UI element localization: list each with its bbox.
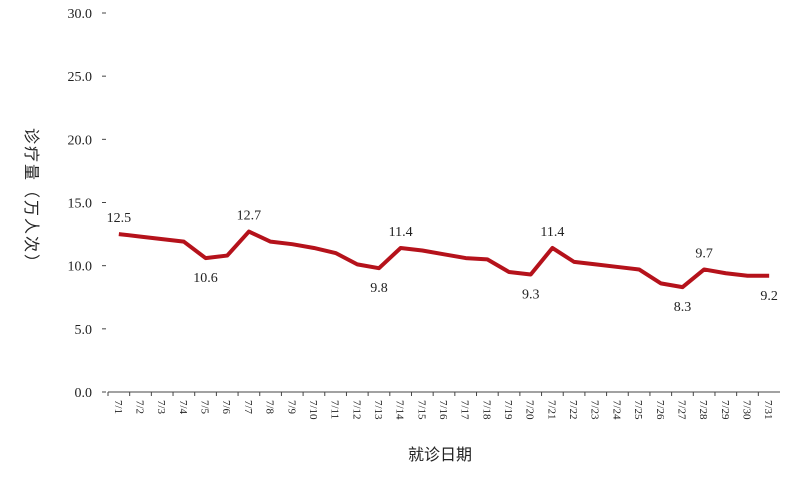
x-tick-label: 7/24 (610, 400, 622, 420)
x-tick-label: 7/31 (762, 400, 774, 420)
x-tick-label: 7/14 (394, 400, 406, 420)
x-tick-label: 7/21 (545, 400, 557, 420)
y-tick-label: 30.0 (68, 7, 93, 22)
data-label: 10.6 (193, 271, 218, 286)
x-tick-label: 7/8 (264, 400, 276, 415)
data-line (118, 229, 770, 290)
x-tick-label: 7/27 (675, 400, 687, 420)
x-tick-label: 7/7 (242, 400, 254, 415)
x-tick-label: 7/9 (285, 400, 297, 415)
x-tick-label: 7/3 (155, 400, 167, 415)
data-label: 9.2 (760, 289, 778, 304)
y-tick-label: 15.0 (68, 197, 93, 212)
x-tick-label: 7/11 (329, 400, 341, 419)
x-tick-label: 7/13 (372, 400, 384, 420)
x-tick-label: 7/1 (112, 400, 124, 414)
x-tick-label: 7/28 (697, 400, 709, 420)
x-tick-label: 7/26 (654, 400, 666, 420)
y-axis-label: 诊疗量（万人次） (22, 128, 40, 272)
x-tick-label: 7/25 (632, 400, 644, 420)
x-tick-label: 7/17 (459, 400, 471, 420)
x-tick-label: 7/10 (307, 400, 319, 420)
x-tick-label: 7/22 (567, 400, 579, 420)
x-tick-label: 7/18 (480, 400, 492, 420)
data-label: 9.3 (522, 288, 540, 303)
x-tick-label: 7/23 (589, 400, 601, 420)
x-tick-label: 7/15 (415, 400, 427, 420)
x-axis-label: 就诊日期 (408, 446, 472, 464)
x-tick-label: 7/4 (177, 400, 189, 415)
y-tick-label: 25.0 (68, 70, 93, 85)
x-tick-label: 7/20 (524, 400, 536, 420)
y-tick-label: 0.0 (75, 386, 93, 401)
x-tick-label: 7/2 (134, 400, 146, 414)
y-tick-label: 10.0 (68, 260, 93, 275)
data-label: 12.5 (107, 211, 132, 226)
data-label: 9.8 (370, 281, 388, 296)
data-label: 12.7 (237, 209, 262, 224)
data-label: 11.4 (389, 225, 413, 240)
y-tick-label: 20.0 (68, 133, 93, 148)
x-tick-label: 7/5 (199, 400, 211, 415)
data-label: 11.4 (540, 225, 564, 240)
x-tick-label: 7/6 (220, 400, 232, 415)
data-label: 9.7 (695, 246, 713, 261)
y-tick-label: 5.0 (75, 323, 93, 338)
x-tick-label: 7/19 (502, 400, 514, 420)
x-tick-label: 7/29 (719, 400, 731, 420)
data-label: 8.3 (674, 300, 692, 315)
x-tick-label: 7/12 (350, 400, 362, 420)
x-tick-label: 7/16 (437, 400, 449, 420)
x-tick-label: 7/30 (740, 400, 752, 420)
